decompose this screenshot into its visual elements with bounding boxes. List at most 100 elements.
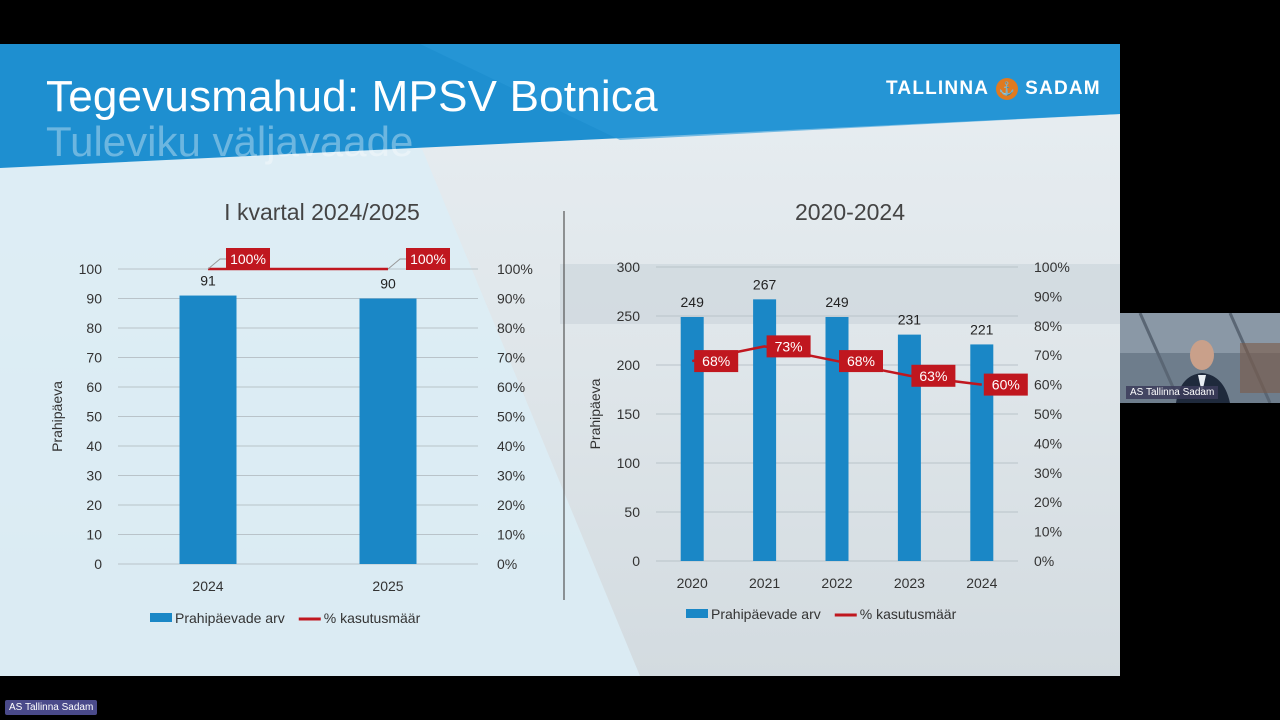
x-tick-label: 2024 xyxy=(966,575,997,591)
line-data-label: 68% xyxy=(702,353,730,369)
y2-tick-label: 30% xyxy=(1034,465,1062,481)
y2-tick-label: 10% xyxy=(497,527,525,543)
chart-title: I kvartal 2024/2025 xyxy=(224,199,420,225)
line-label-box xyxy=(766,335,811,358)
bar-data-label: 90 xyxy=(380,276,396,292)
line-data-label: 60% xyxy=(992,377,1020,393)
bar-data-label: 91 xyxy=(200,273,216,289)
y2-tick-label: 60% xyxy=(1034,377,1062,393)
bar-data-label: 221 xyxy=(970,321,994,337)
company-logo: TALLINNA ⚓ SADAM xyxy=(886,78,1101,100)
y-tick-label: 20 xyxy=(86,497,102,513)
bar xyxy=(970,344,994,561)
y2-tick-label: 10% xyxy=(1034,524,1062,540)
bar xyxy=(359,298,417,564)
label-leader xyxy=(207,258,226,270)
y-tick-label: 0 xyxy=(632,553,640,569)
y2-tick-label: 0% xyxy=(1034,553,1054,569)
y2-tick-label: 80% xyxy=(1034,318,1062,334)
legend-bar-swatch xyxy=(150,613,172,622)
y-tick-label: 30 xyxy=(86,468,102,484)
y2-tick-label: 90% xyxy=(497,291,525,307)
line-label-box xyxy=(694,350,739,373)
y2-tick-label: 40% xyxy=(497,438,525,454)
x-tick-label: 2021 xyxy=(749,575,780,591)
y2-tick-label: 50% xyxy=(497,409,525,425)
bar xyxy=(753,299,777,561)
line-label-box xyxy=(226,248,270,270)
y2-tick-label: 70% xyxy=(497,350,525,366)
legend-bar-label: Prahipäevade arv xyxy=(711,606,821,622)
legend-line-label: % kasutusmäär xyxy=(860,606,957,622)
bar-data-label: 249 xyxy=(825,294,849,310)
y-tick-label: 300 xyxy=(617,259,641,275)
x-tick-label: 2025 xyxy=(372,578,403,594)
y2-tick-label: 30% xyxy=(497,468,525,484)
y-tick-label: 250 xyxy=(617,308,641,324)
x-tick-label: 2020 xyxy=(677,575,708,591)
y-tick-label: 200 xyxy=(617,357,641,373)
label-leader xyxy=(387,258,406,270)
y2-tick-label: 20% xyxy=(1034,494,1062,510)
presenter-name-tag: AS Tallinna Sadam xyxy=(5,700,98,715)
line-data-label: 73% xyxy=(775,338,803,354)
y2-tick-label: 80% xyxy=(497,320,525,336)
bar-data-label: 267 xyxy=(753,276,777,292)
anchor-icon: ⚓ xyxy=(996,78,1019,100)
bar-data-label: 249 xyxy=(681,294,705,310)
y-tick-label: 40 xyxy=(86,438,102,454)
y2-tick-label: 50% xyxy=(1034,406,1062,422)
line-data-label: 63% xyxy=(919,368,947,384)
y-tick-label: 70 xyxy=(86,350,102,366)
slide-title: Tegevusmahud: MPSV Botnica xyxy=(46,72,658,121)
line-label-box xyxy=(406,248,450,270)
presentation-slide: Tegevusmahud: MPSV Botnica Tuleviku välj… xyxy=(0,44,1120,676)
y-axis-label: Prahipäeva xyxy=(49,381,65,452)
chart-yearly: 2020-2024 0 50 100 150 200 250 300 0% 10% 20% 30% 40… xyxy=(587,199,1070,622)
legend-line-label: % kasutusmäär xyxy=(324,610,421,626)
y2-tick-label: 70% xyxy=(1034,347,1062,363)
y2-tick-label: 60% xyxy=(497,379,525,395)
y-tick-label: 90 xyxy=(86,291,102,307)
legend-bar-swatch xyxy=(686,609,708,618)
line-data-label: 68% xyxy=(847,353,875,369)
y-tick-label: 50 xyxy=(624,504,640,520)
slide-background xyxy=(0,44,1120,676)
line-label-box xyxy=(839,350,883,373)
x-tick-label: 2023 xyxy=(894,575,925,591)
y2-tick-label: 100% xyxy=(497,261,533,277)
line-label-box xyxy=(983,373,1028,396)
y-tick-label: 10 xyxy=(86,527,102,543)
y-tick-label: 0 xyxy=(94,556,102,572)
bar-data-label: 231 xyxy=(898,312,922,328)
y-tick-label: 100 xyxy=(79,261,103,277)
line-data-label: 100% xyxy=(410,251,446,267)
bar xyxy=(897,334,921,561)
x-tick-label: 2022 xyxy=(821,575,852,591)
participant-name-tag: AS Tallinna Sadam xyxy=(1126,386,1219,399)
slide-subtitle: Tuleviku väljavaade xyxy=(46,118,414,165)
y2-tick-label: 20% xyxy=(497,497,525,513)
y2-tick-label: 40% xyxy=(1034,435,1062,451)
legend-bar-label: Prahipäevade arv xyxy=(175,610,285,626)
bar xyxy=(179,295,237,564)
line-label-box xyxy=(911,364,956,387)
y-tick-label: 150 xyxy=(617,406,641,422)
y2-tick-label: 100% xyxy=(1034,259,1070,275)
y-tick-label: 60 xyxy=(86,379,102,395)
y-tick-label: 80 xyxy=(86,320,102,336)
y-tick-label: 50 xyxy=(86,409,102,425)
bar xyxy=(680,316,704,561)
y2-tick-label: 90% xyxy=(1034,288,1062,304)
logo-text-left: TALLINNA xyxy=(886,78,990,99)
chart-title: 2020-2024 xyxy=(795,199,905,225)
y-axis-label: Prahipäeva xyxy=(587,378,603,449)
y2-tick-label: 0% xyxy=(497,556,517,572)
y-tick-label: 100 xyxy=(617,455,641,471)
participant-video[interactable]: AS Tallinna Sadam xyxy=(1120,313,1280,403)
chart-quarterly: I kvartal 2024/2025 0 10 20 30 40 50 60 70 80 90 10… xyxy=(49,199,533,626)
x-tick-label: 2024 xyxy=(192,578,223,594)
line-data-label: 100% xyxy=(230,251,266,267)
logo-text-right: SADAM xyxy=(1025,78,1101,99)
bar xyxy=(825,316,849,561)
